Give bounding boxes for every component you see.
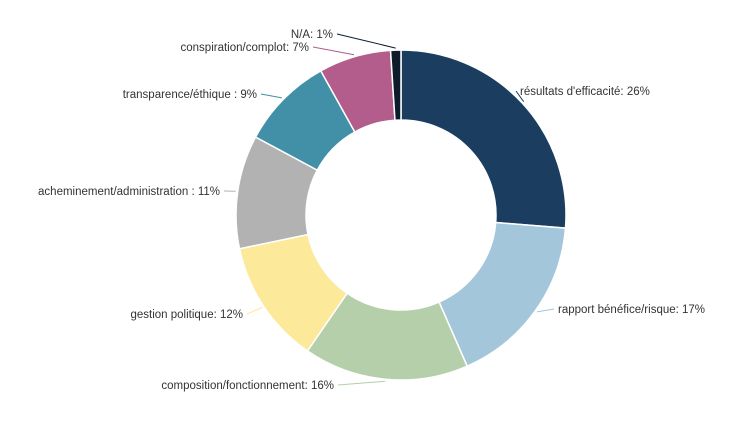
label-acheminement-administration: acheminement/administration : 11% bbox=[38, 186, 220, 198]
slice-labels: résultats d'efficacité: 26% rapport bénéf… bbox=[38, 29, 705, 392]
leader-composition-fonctionnement bbox=[337, 380, 386, 386]
label-n-a: N/A: 1% bbox=[291, 29, 333, 41]
leader-rapport-benefice-risque bbox=[536, 308, 555, 313]
label-rapport-benefice-risque: rapport bénéfice/risque: 17% bbox=[558, 304, 705, 316]
leader-lines bbox=[223, 33, 555, 386]
label-composition-fonctionnement: composition/fonctionnement: 16% bbox=[161, 380, 334, 392]
slices bbox=[235, 49, 567, 381]
leader-gestion-politique bbox=[246, 307, 263, 315]
label-resultats-d-efficacite: résultats d'efficacité: 26% bbox=[520, 86, 650, 98]
slice-resultats-d-efficacite[interactable] bbox=[400, 49, 567, 229]
label-conspiration-complot: conspiration/complot: 7% bbox=[181, 42, 309, 54]
leader-conspiration-complot bbox=[312, 46, 355, 56]
leader-resultats-d-efficacite bbox=[515, 90, 525, 102]
leader-n-a bbox=[336, 33, 396, 49]
label-gestion-politique: gestion politique: 12% bbox=[130, 309, 243, 321]
slice-n-a[interactable] bbox=[389, 49, 402, 121]
label-transparence-ethique: transparence/éthique : 9% bbox=[123, 89, 257, 101]
leader-transparence-ethique bbox=[260, 93, 283, 99]
